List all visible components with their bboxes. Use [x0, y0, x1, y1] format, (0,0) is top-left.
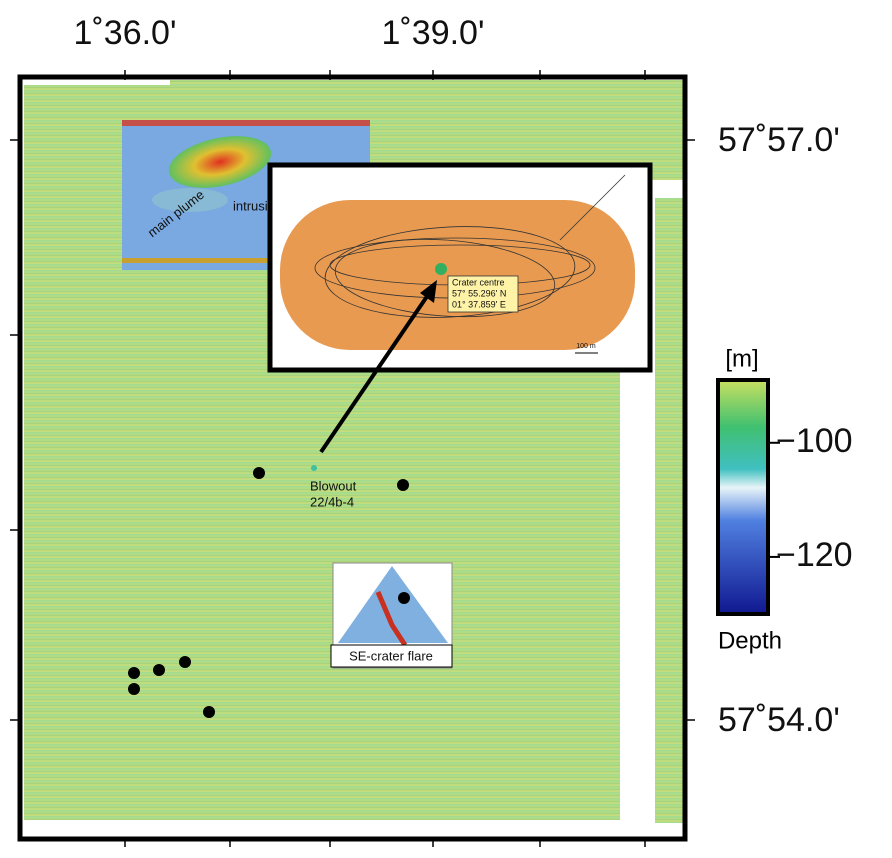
crater — [435, 263, 447, 275]
arrow-shaft — [319, 290, 432, 454]
map-frame — [17, 74, 688, 842]
blowout-site — [311, 465, 317, 471]
survey-strip — [655, 198, 683, 823]
survey-tracks — [314, 174, 626, 318]
scale-label: 100 m — [576, 343, 596, 350]
sites — [128, 467, 410, 718]
colorbar-unit: [m] — [725, 345, 758, 372]
crater-label: 01° 37.859' E — [452, 299, 506, 309]
colorbar-scale — [716, 378, 770, 616]
plume-inset: main plume intrusion — [122, 120, 370, 270]
longitude-label: 1˚39.0' — [382, 14, 485, 52]
flare-label: SE-crater flare — [349, 648, 433, 663]
seabed-band — [122, 258, 370, 263]
flare — [375, 591, 408, 647]
flare-inset: SE-crater flare — [330, 562, 453, 669]
plume — [168, 136, 272, 188]
latitude-label: 57˚57.0' — [718, 121, 840, 159]
latitude-label: 57˚54.0' — [718, 701, 840, 739]
blowout-label: Blowout — [310, 478, 357, 493]
blowout-label: 22/4b-4 — [310, 494, 354, 509]
crater-label: Crater centre — [452, 277, 505, 287]
intrusion — [152, 188, 228, 212]
crater-label-box — [447, 275, 519, 313]
arrow-head — [420, 280, 437, 303]
crater-label: 57° 55.296' N — [452, 288, 506, 298]
frame-ticks — [10, 70, 695, 847]
longitude-label: 1˚36.0' — [74, 14, 177, 52]
colorbar: [m] Depth −100 −120 — [716, 345, 853, 654]
crater-inset: Crater centre 57° 55.296' N 01° 37.859' … — [267, 162, 653, 373]
colorbar-label: Depth — [718, 627, 782, 654]
flare-triangle — [338, 566, 448, 643]
surface-band — [122, 120, 370, 126]
colorbar-tick-label: −120 — [776, 536, 853, 574]
colorbar-tick-label: −100 — [776, 422, 853, 460]
flare-label-box — [330, 644, 453, 668]
survey-patch — [280, 200, 635, 350]
